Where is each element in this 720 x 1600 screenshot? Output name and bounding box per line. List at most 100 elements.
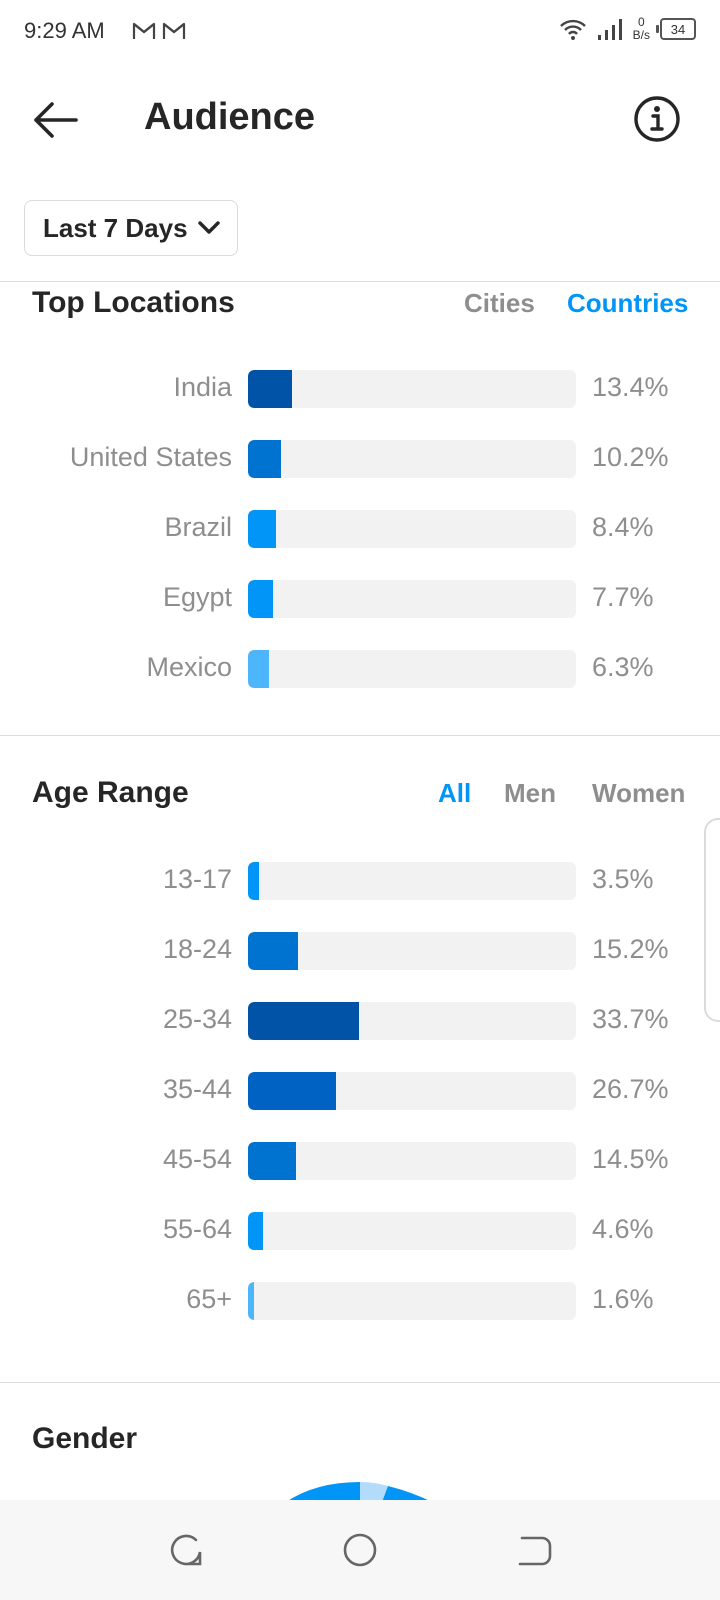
divider (0, 1382, 720, 1383)
bar-label: Brazil (164, 512, 232, 542)
bar-row: 25-34 33.7% (0, 1000, 720, 1040)
back-button[interactable] (30, 98, 80, 142)
bar-value: 10.2% (592, 442, 669, 472)
bar-row: United States 10.2% (0, 438, 720, 478)
divider (0, 735, 720, 736)
bar-row: 45-54 14.5% (0, 1140, 720, 1180)
bar-label: India (173, 372, 232, 402)
bar-label: Mexico (146, 652, 232, 682)
tab-women[interactable]: Women (592, 778, 686, 808)
bar-fill (248, 862, 259, 900)
tab-cities[interactable]: Cities (464, 288, 535, 318)
page-title: Audience (144, 96, 316, 138)
bar-track (248, 862, 576, 900)
battery-level: 34 (670, 21, 686, 37)
gmail-icon (162, 22, 186, 39)
bar-row: 35-44 26.7% (0, 1070, 720, 1110)
back-arrow-icon (34, 102, 78, 138)
bar-track (248, 932, 576, 970)
header: Audience (0, 80, 720, 160)
bar-track (248, 1072, 576, 1110)
status-bar: 9:29 AM 0 B/s 34 (0, 0, 720, 64)
bar-value: 8.4% (592, 512, 654, 542)
battery-icon: 34 (656, 18, 696, 40)
side-panel-handle[interactable] (704, 818, 720, 1022)
bar-fill (248, 580, 273, 618)
bar-track (248, 1282, 576, 1320)
bar-track (248, 1142, 576, 1180)
signal-icon (597, 19, 622, 40)
system-nav-bar (0, 1500, 720, 1600)
recents-button[interactable] (166, 1530, 206, 1570)
network-speed-unit: B/s (632, 28, 650, 42)
bar-label: Egypt (162, 582, 232, 612)
network-speed: 0 B/s (633, 16, 650, 42)
info-button[interactable] (632, 94, 682, 144)
bar-fill (248, 1002, 359, 1040)
bar-fill (248, 1282, 254, 1320)
gender-slice-women (286, 1482, 360, 1502)
network-speed-value: 0 (637, 15, 645, 29)
bar-row: Mexico 6.3% (0, 648, 720, 688)
bar-fill (248, 1072, 336, 1110)
divider (0, 281, 720, 282)
date-range-dropdown[interactable]: Last 7 Days (24, 200, 238, 256)
bar-row: 13-17 3.5% (0, 860, 720, 900)
back-nav-button[interactable] (514, 1530, 554, 1570)
gender-title: Gender (32, 1422, 138, 1455)
bar-track (248, 1002, 576, 1040)
recents-icon (170, 1534, 202, 1566)
bar-value: 4.6% (592, 1214, 654, 1244)
bar-label: United States (69, 442, 232, 472)
info-icon (634, 96, 680, 142)
bar-row: 55-64 4.6% (0, 1210, 720, 1250)
bar-value: 3.5% (592, 864, 654, 894)
bar-track (248, 440, 576, 478)
gmail-icon (132, 22, 156, 39)
home-button[interactable] (340, 1530, 380, 1570)
gender-slice-other (360, 1482, 388, 1502)
bar-label: 35-44 (162, 1074, 232, 1104)
chevron-down-icon (197, 221, 220, 234)
bar-value: 6.3% (592, 652, 654, 682)
bar-value: 7.7% (592, 582, 654, 612)
bar-fill (248, 440, 281, 478)
bar-row: 18-24 15.2% (0, 930, 720, 970)
bar-fill (248, 1212, 263, 1250)
gender-chart (286, 1482, 432, 1502)
bar-value: 26.7% (592, 1074, 669, 1104)
bar-track (248, 580, 576, 618)
status-time: 9:29 AM (24, 18, 105, 43)
bar-label: 45-54 (162, 1144, 232, 1174)
tab-men[interactable]: Men (504, 778, 556, 808)
bar-row: 65+ 1.6% (0, 1280, 720, 1320)
gender-slice-men (382, 1486, 432, 1502)
status-right: 0 B/s 34 (559, 16, 696, 42)
bar-value: 15.2% (592, 934, 669, 964)
back-nav-icon (518, 1536, 552, 1566)
bar-value: 33.7% (592, 1004, 669, 1034)
home-icon (343, 1533, 377, 1567)
bar-track (248, 650, 576, 688)
bar-row: Egypt 7.7% (0, 578, 720, 618)
bar-value: 1.6% (592, 1284, 654, 1314)
date-range-label: Last 7 Days (43, 212, 188, 243)
notification-icons (132, 20, 186, 42)
bar-fill (248, 370, 292, 408)
bar-value: 13.4% (592, 372, 669, 402)
bar-value: 14.5% (592, 1144, 669, 1174)
bar-track (248, 510, 576, 548)
bar-fill (248, 1142, 296, 1180)
wifi-icon (559, 19, 586, 40)
bar-label: 13-17 (162, 864, 232, 894)
bar-label: 65+ (186, 1284, 232, 1314)
bar-label: 18-24 (162, 934, 232, 964)
bar-row: India 13.4% (0, 368, 720, 408)
bar-track (248, 370, 576, 408)
bar-track (248, 1212, 576, 1250)
age-range-title: Age Range (32, 776, 189, 809)
tab-countries[interactable]: Countries (567, 288, 689, 318)
bar-fill (248, 650, 269, 688)
bar-fill (248, 510, 276, 548)
tab-all[interactable]: All (438, 778, 472, 808)
